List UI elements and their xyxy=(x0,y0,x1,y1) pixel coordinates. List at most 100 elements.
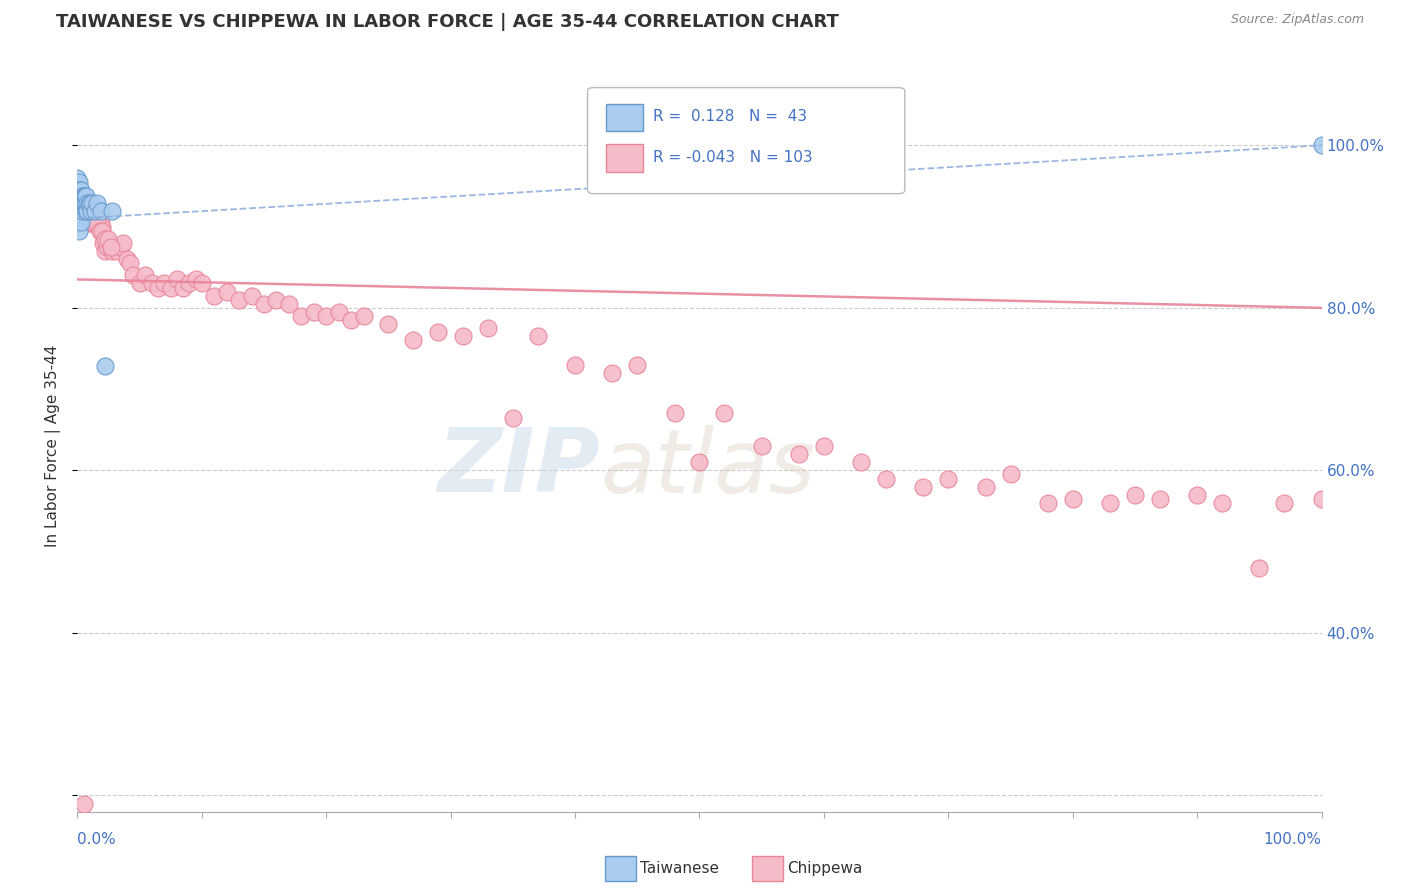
Point xyxy=(1000,467,1022,482)
Point xyxy=(502,410,524,425)
Point xyxy=(67,215,90,229)
Point xyxy=(110,240,132,254)
Point xyxy=(1211,496,1233,510)
Text: ZIP: ZIP xyxy=(437,425,600,511)
Text: atlas: atlas xyxy=(600,425,815,511)
Point xyxy=(290,309,312,323)
Point xyxy=(86,215,108,229)
Point xyxy=(402,334,425,348)
Point xyxy=(72,191,94,205)
Y-axis label: In Labor Force | Age 35-44: In Labor Force | Age 35-44 xyxy=(45,345,62,547)
Point xyxy=(1062,491,1084,506)
Point xyxy=(70,206,93,220)
Point xyxy=(751,439,773,453)
Point xyxy=(79,196,101,211)
Point xyxy=(83,215,105,229)
Point xyxy=(94,235,117,250)
Point xyxy=(1036,496,1059,510)
Point xyxy=(564,358,586,372)
Point xyxy=(875,471,897,485)
Point xyxy=(93,359,115,373)
Point xyxy=(97,232,120,246)
Point xyxy=(328,305,350,319)
Point xyxy=(67,183,90,197)
Point xyxy=(75,203,97,218)
Point xyxy=(128,277,150,291)
Text: Source: ZipAtlas.com: Source: ZipAtlas.com xyxy=(1230,13,1364,27)
Point xyxy=(101,204,124,219)
Point xyxy=(69,199,91,213)
Text: 100.0%: 100.0% xyxy=(1264,832,1322,847)
FancyBboxPatch shape xyxy=(588,87,905,194)
Point xyxy=(69,183,91,197)
Point xyxy=(66,191,89,205)
Point xyxy=(134,268,156,283)
Point xyxy=(93,235,115,250)
Point xyxy=(277,297,299,311)
Point xyxy=(1310,138,1333,153)
Point xyxy=(67,206,90,220)
Point xyxy=(664,407,686,421)
Point xyxy=(72,196,94,211)
Point xyxy=(76,204,98,219)
Point xyxy=(104,240,127,254)
Point xyxy=(87,215,110,229)
Point xyxy=(96,240,118,254)
Point xyxy=(72,203,94,218)
Point xyxy=(689,455,711,469)
Point xyxy=(112,235,135,250)
Point xyxy=(115,252,138,266)
Point xyxy=(75,204,97,219)
Point xyxy=(626,358,648,372)
Point xyxy=(100,240,122,254)
Point xyxy=(228,293,250,307)
Point xyxy=(315,309,337,323)
Point xyxy=(77,196,100,211)
Point xyxy=(80,204,103,219)
Text: R =  0.128   N =  43: R = 0.128 N = 43 xyxy=(654,110,807,124)
Point xyxy=(340,313,363,327)
Text: R = -0.043   N = 103: R = -0.043 N = 103 xyxy=(654,150,813,165)
Point xyxy=(75,195,97,210)
Point xyxy=(70,183,93,197)
Point xyxy=(93,244,115,258)
Point xyxy=(1187,488,1209,502)
Bar xyxy=(606,144,644,171)
Point xyxy=(72,204,94,219)
Point xyxy=(166,272,188,286)
Point xyxy=(141,277,163,291)
Text: 0.0%: 0.0% xyxy=(77,832,117,847)
Point xyxy=(179,277,201,291)
Point xyxy=(974,480,997,494)
Point xyxy=(76,196,98,211)
Point xyxy=(69,207,91,221)
Point xyxy=(83,211,105,226)
Point xyxy=(526,329,548,343)
Point xyxy=(83,207,105,221)
Point xyxy=(72,188,94,202)
Point xyxy=(184,272,207,286)
Point xyxy=(813,439,835,453)
Point xyxy=(83,204,105,219)
Point xyxy=(253,297,276,311)
Point xyxy=(353,309,375,323)
Point xyxy=(84,211,107,226)
Point xyxy=(82,203,104,218)
Point xyxy=(191,277,214,291)
Point xyxy=(787,447,810,461)
Point xyxy=(240,288,263,302)
Point xyxy=(80,215,103,229)
Point xyxy=(1272,496,1295,510)
Point xyxy=(1149,491,1171,506)
Point xyxy=(938,471,960,485)
Point xyxy=(912,480,935,494)
Point xyxy=(66,183,89,197)
Point xyxy=(70,199,93,213)
Point xyxy=(1099,496,1122,510)
Point xyxy=(451,329,474,343)
Point xyxy=(427,325,450,339)
Point xyxy=(72,196,94,211)
Point xyxy=(66,207,89,221)
Point xyxy=(83,207,105,221)
Point xyxy=(73,196,96,211)
